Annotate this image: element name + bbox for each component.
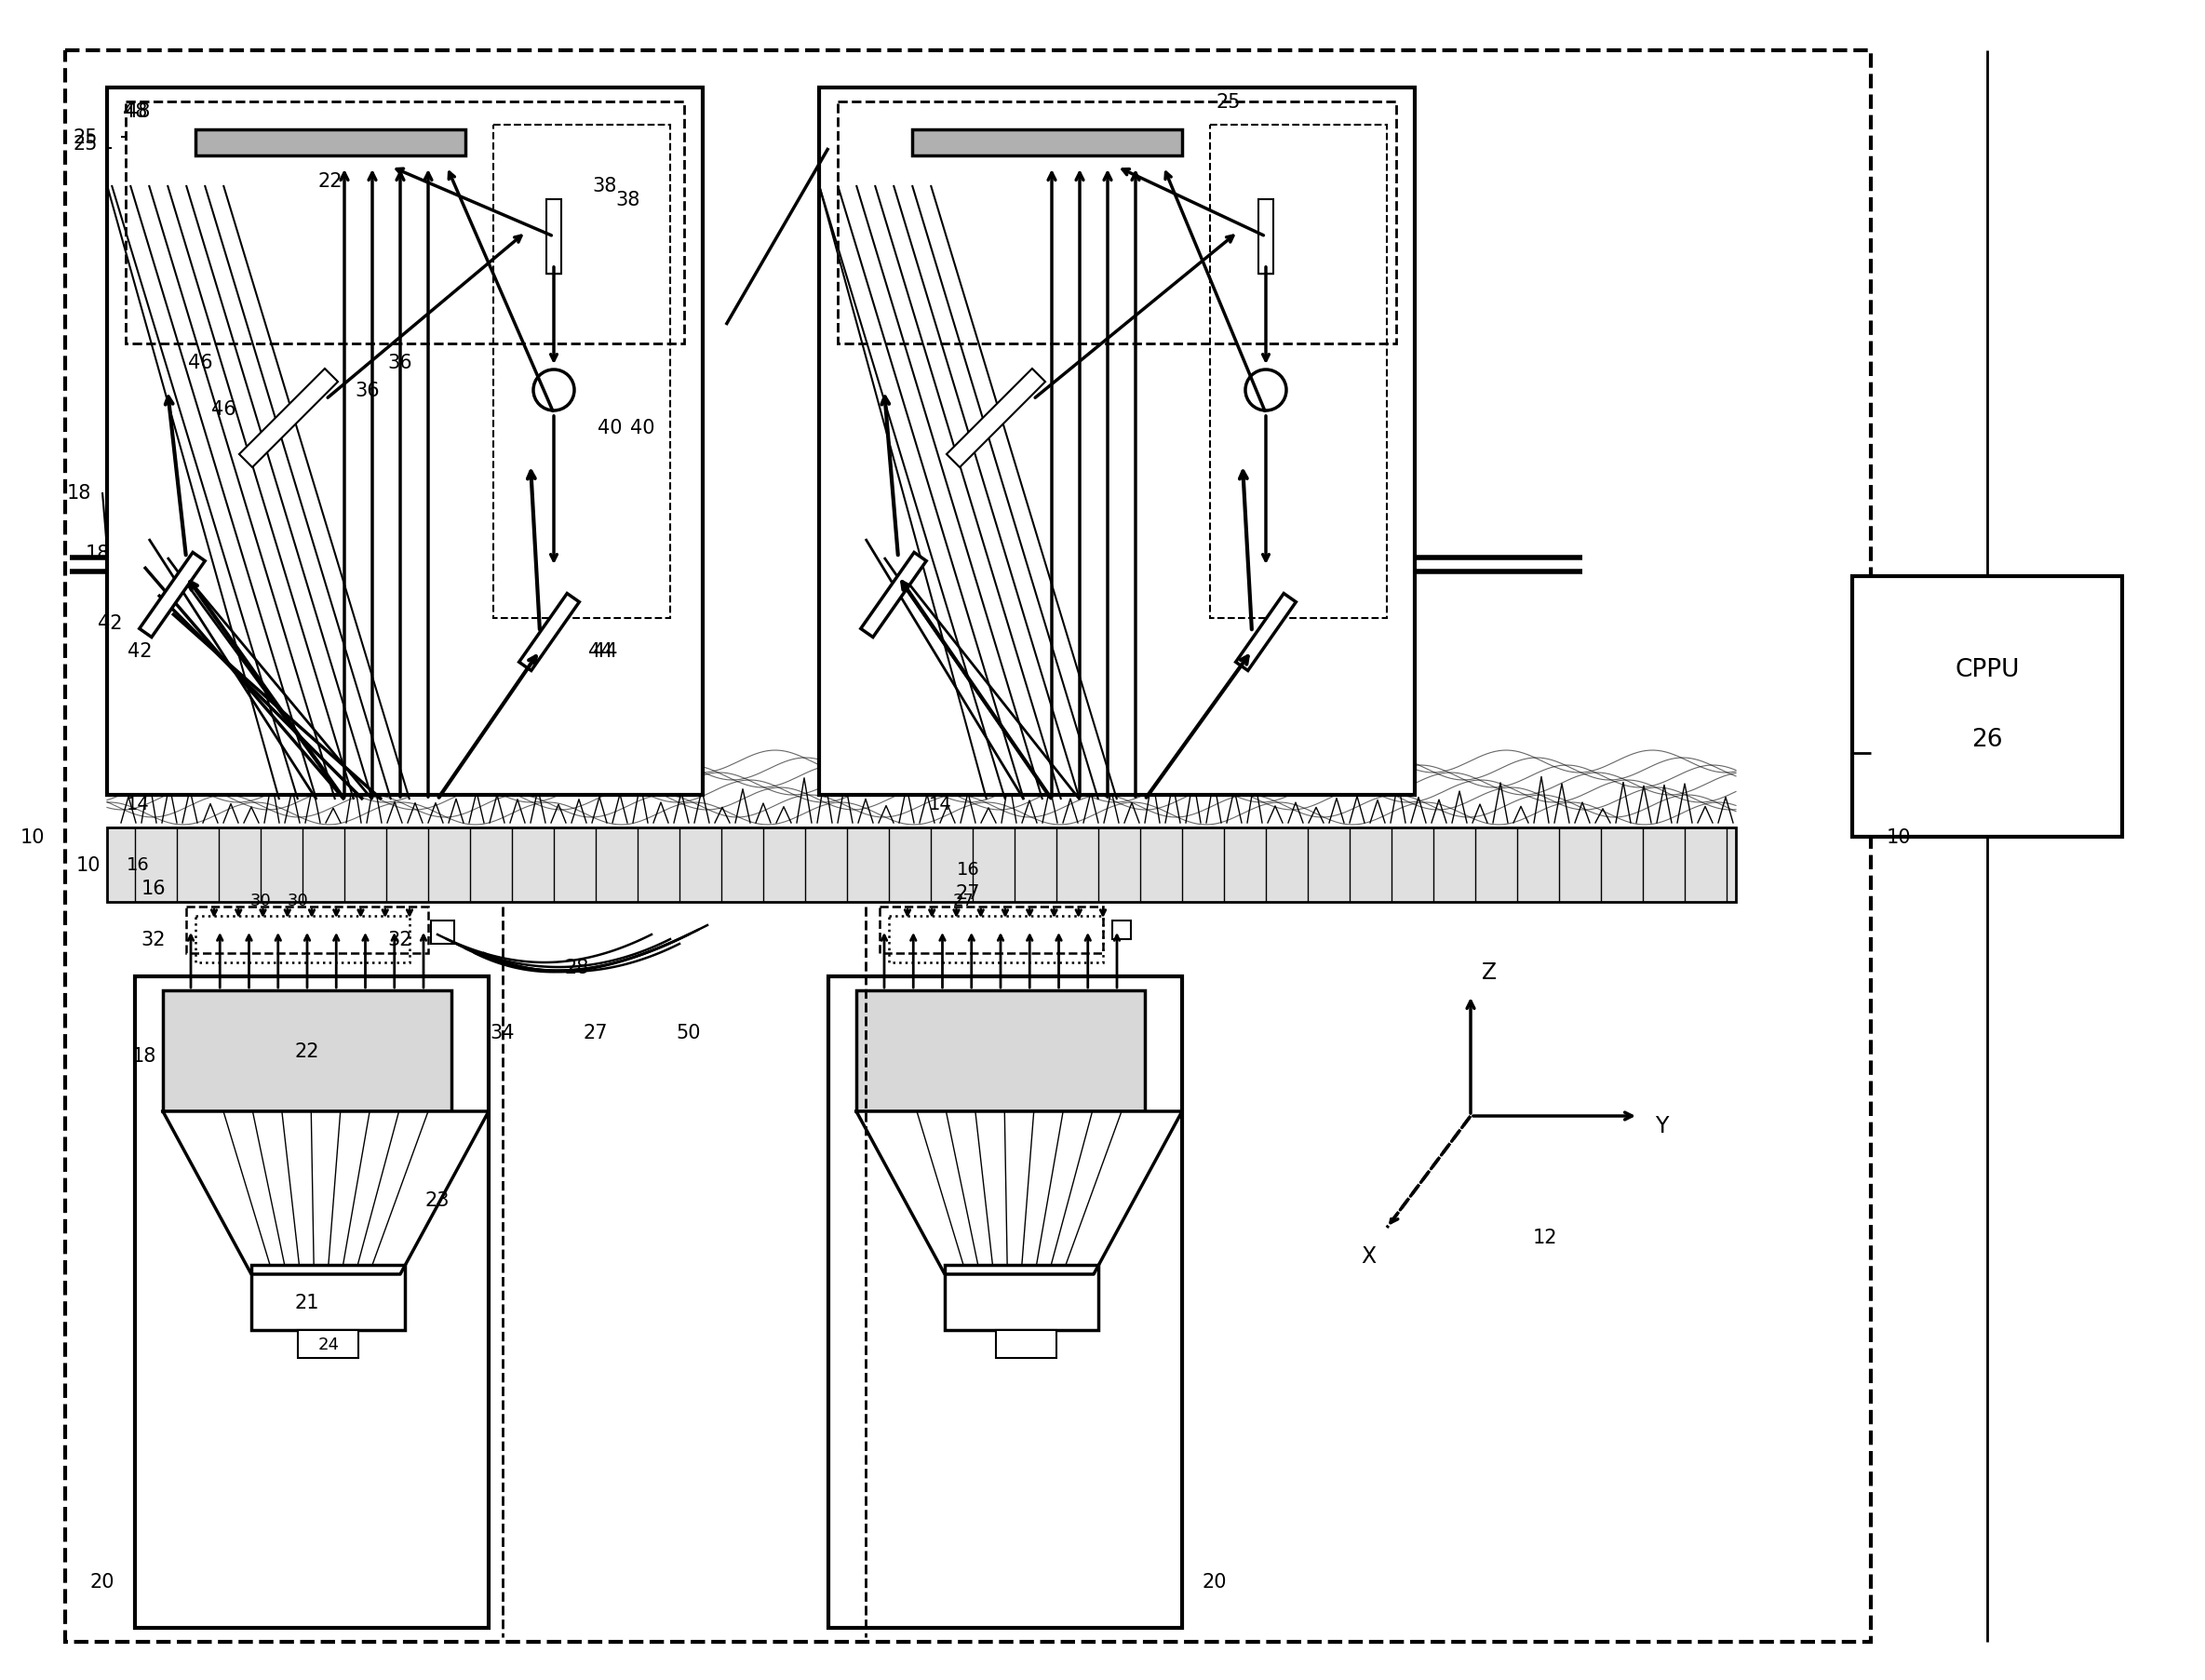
Text: 30: 30: [249, 892, 271, 909]
Bar: [108, 828, 1735, 902]
Polygon shape: [856, 1112, 1182, 1275]
Text: 16: 16: [141, 879, 165, 897]
Text: 46: 46: [187, 353, 212, 371]
Bar: [298, 1331, 359, 1357]
Text: X: X: [1360, 1245, 1376, 1267]
Text: 16: 16: [957, 860, 979, 879]
Text: 21: 21: [295, 1294, 320, 1312]
Text: 22: 22: [318, 171, 342, 192]
Text: 50: 50: [677, 1023, 701, 1042]
Bar: [880, 907, 1102, 954]
Text: CPPU: CPPU: [1956, 657, 2020, 682]
Text: 27: 27: [955, 884, 981, 902]
Bar: [1211, 126, 1387, 618]
Bar: [913, 131, 1182, 156]
Bar: [163, 991, 452, 1112]
Bar: [494, 126, 670, 618]
Text: 12: 12: [1532, 1228, 1557, 1247]
Text: 36: 36: [388, 353, 412, 371]
Bar: [108, 89, 703, 795]
Text: Z: Z: [1482, 961, 1497, 983]
Text: Y: Y: [1654, 1114, 1669, 1137]
Text: 32: 32: [141, 931, 165, 949]
Text: 30: 30: [287, 892, 309, 909]
Bar: [1111, 921, 1131, 939]
Polygon shape: [139, 553, 205, 638]
Text: 14: 14: [928, 796, 953, 813]
Text: 24: 24: [318, 1336, 340, 1352]
Text: 25: 25: [73, 128, 97, 146]
Polygon shape: [163, 1112, 490, 1275]
Text: 23: 23: [426, 1191, 450, 1210]
Text: 44: 44: [593, 642, 617, 660]
Text: 46: 46: [212, 400, 236, 418]
Text: 36: 36: [355, 381, 379, 400]
Text: 28: 28: [564, 958, 589, 976]
Text: 48: 48: [123, 102, 148, 121]
Bar: [889, 916, 1102, 963]
Text: 18: 18: [66, 484, 90, 502]
Text: 40: 40: [631, 418, 655, 437]
Bar: [251, 1265, 406, 1331]
Polygon shape: [547, 200, 562, 274]
Text: 27: 27: [584, 1023, 609, 1042]
Text: 27: 27: [953, 892, 975, 909]
Polygon shape: [1259, 200, 1272, 274]
Text: 18: 18: [132, 1047, 157, 1065]
Polygon shape: [946, 370, 1045, 469]
Text: 42: 42: [97, 613, 121, 633]
Text: 16: 16: [126, 857, 150, 874]
Bar: [126, 102, 684, 344]
Text: 42: 42: [128, 642, 152, 660]
Bar: [829, 976, 1182, 1628]
Bar: [1852, 576, 2121, 837]
Bar: [838, 102, 1396, 344]
Text: 20: 20: [90, 1572, 115, 1591]
Bar: [196, 131, 465, 156]
Text: 34: 34: [490, 1023, 516, 1042]
Text: 25: 25: [73, 134, 97, 153]
Bar: [944, 1265, 1098, 1331]
Text: 40: 40: [598, 418, 622, 437]
Bar: [185, 907, 428, 954]
Bar: [997, 1331, 1056, 1357]
Text: 10: 10: [1887, 828, 1912, 847]
Bar: [135, 976, 490, 1628]
Text: 48: 48: [126, 102, 150, 121]
Text: 22: 22: [295, 1042, 320, 1060]
Bar: [818, 89, 1416, 795]
Bar: [856, 991, 1144, 1112]
Text: 32: 32: [388, 931, 412, 949]
Text: 14: 14: [126, 796, 150, 813]
Polygon shape: [238, 370, 337, 469]
Polygon shape: [860, 553, 926, 638]
Bar: [430, 921, 454, 944]
Bar: [66, 50, 1870, 1641]
Text: 18: 18: [86, 544, 110, 563]
Text: 25: 25: [1217, 92, 1241, 111]
Text: 10: 10: [77, 855, 101, 874]
Polygon shape: [1235, 595, 1297, 670]
Polygon shape: [260, 168, 428, 800]
Polygon shape: [518, 595, 580, 670]
Text: 26: 26: [1971, 727, 2002, 751]
Text: 38: 38: [593, 176, 617, 195]
Text: 38: 38: [615, 192, 639, 210]
Text: 20: 20: [1202, 1572, 1226, 1591]
Text: 44: 44: [589, 642, 613, 660]
Text: 10: 10: [20, 828, 44, 847]
Bar: [196, 916, 410, 963]
